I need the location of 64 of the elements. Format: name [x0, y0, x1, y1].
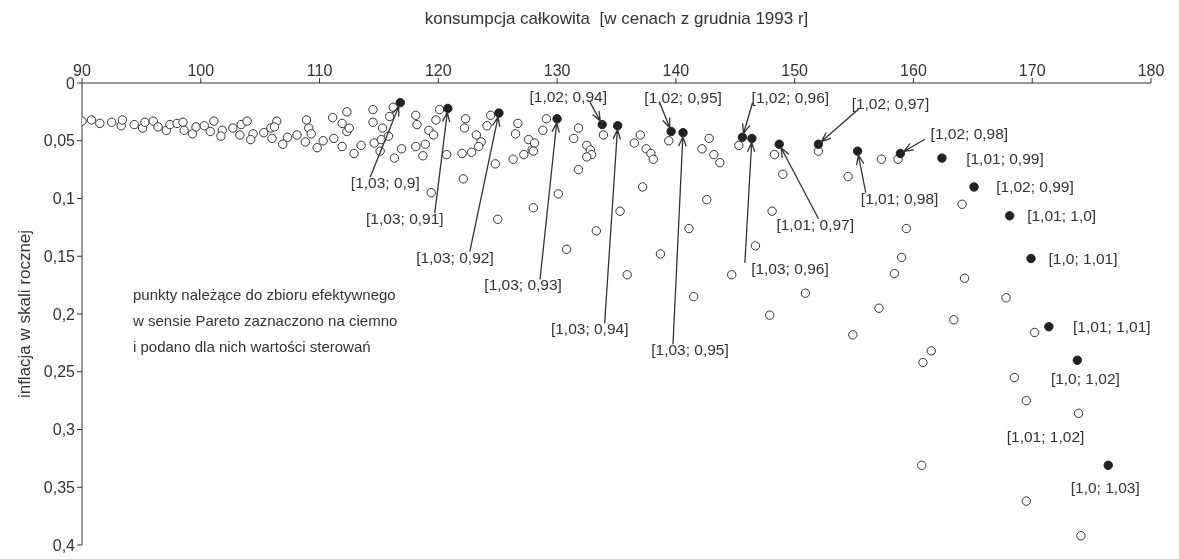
annotation: [1,01; 0,98] [860, 189, 939, 207]
point [494, 108, 504, 118]
annotation: [1,02; 0,95] [644, 89, 722, 107]
annotation: [1,03; 0,94] [550, 320, 629, 338]
y-tick-label: 0,15 [43, 247, 76, 265]
annotation: [1,03; 0,9] [350, 174, 420, 192]
point [552, 114, 562, 124]
point [1044, 322, 1054, 332]
annotation: punkty należące do zbioru efektywnego w sensie Pareto zaznaczono na ciemno i podano dla nich wartości sterowań [132, 286, 398, 355]
x-tick-label: 120 [424, 62, 452, 79]
point [666, 126, 676, 137]
annotation: [1,03; 0,92] [416, 248, 494, 266]
x-tick-label: 180 [1137, 62, 1165, 79]
y-tick-label: 0,05 [43, 132, 76, 150]
annotation: [1,0; 1,01] [1048, 250, 1118, 268]
x-tick-label: 140 [662, 62, 690, 79]
annotation: [1,02; 0,98] [930, 124, 1009, 142]
point [443, 103, 453, 114]
annotation: [1,02; 0,96] [751, 88, 830, 106]
point [1103, 460, 1113, 471]
y-tick-label: 0,35 [43, 478, 76, 496]
x-tick-label: 170 [1018, 62, 1046, 79]
x-axis-title: konsumpcja całkowita [w cenach z grudnia 1993 r] [424, 9, 809, 28]
point [969, 182, 979, 192]
point [1004, 211, 1015, 221]
annotation: [1,01; 0,97] [776, 215, 855, 233]
annotation: [1,03; 0,93] [484, 276, 562, 294]
point [612, 121, 623, 131]
annotation: [1,01; 1,01] [1073, 318, 1151, 336]
annotation: [1,03; 0,95] [651, 341, 729, 359]
x-tick-label: 100 [187, 62, 215, 79]
point [395, 97, 406, 108]
y-tick-label: 0,1 [52, 190, 76, 208]
y-tick-label: 0,3 [52, 421, 76, 439]
x-tick-label: 110 [306, 62, 333, 79]
annotation: [1,01; 1,0] [1027, 207, 1097, 225]
point [678, 127, 688, 138]
annotation: [1,0; 1,02] [1050, 369, 1120, 387]
point [737, 132, 748, 142]
y-axis-title: inflacja w skali rocznej [14, 229, 34, 399]
point [1026, 253, 1036, 264]
y-tick-label: 0,4 [52, 536, 76, 554]
point [597, 119, 607, 130]
x-tick-label: 130 [543, 62, 571, 79]
y-tick-label: 0,25 [43, 363, 76, 381]
point [774, 139, 784, 149]
annotation: [1,01; 1,02] [1006, 427, 1085, 445]
x-tick-label: 160 [900, 62, 927, 79]
annotation: [1,02; 0,97] [851, 94, 930, 112]
annotation: [1,0; 1,03] [1070, 478, 1140, 496]
annotation: [1,01; 0,99] [966, 149, 1044, 167]
point [1072, 355, 1083, 365]
point [852, 146, 863, 156]
point [747, 133, 757, 144]
point [937, 153, 947, 163]
x-tick-label: 90 [73, 62, 91, 79]
y-tick-label: 0,2 [52, 305, 76, 323]
annotation: [1,03; 0,91] [366, 209, 444, 227]
x-tick-label: 150 [781, 62, 809, 79]
annotation: [1,02; 0,94] [529, 88, 608, 106]
point [895, 148, 906, 159]
point [813, 139, 824, 149]
annotation: [1,03; 0,96] [751, 259, 829, 277]
annotation: [1,02; 0,99] [996, 178, 1074, 196]
